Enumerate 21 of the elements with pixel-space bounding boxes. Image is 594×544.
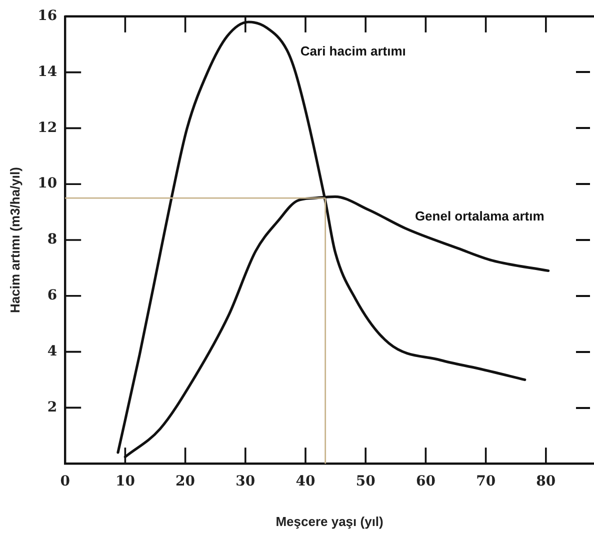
y-tick-label: 6: [47, 288, 58, 304]
y-tick-label: 14: [38, 64, 58, 80]
y-tick-label: 12: [38, 120, 58, 136]
y-tick-label: 4: [47, 343, 58, 360]
x-tick-label: 70: [476, 474, 496, 490]
x-tick-label: 10: [115, 474, 136, 490]
x-tick-label: 0: [60, 474, 70, 490]
y-axis-title: Hacim artımı (m3/ha/yıl): [7, 167, 22, 313]
x-tick-label: 50: [356, 474, 376, 490]
x-tick-label: 40: [296, 474, 316, 490]
x-tick-label: 20: [176, 474, 196, 490]
x-tick-label: 80: [536, 474, 556, 490]
series-label: Genel ortalama artım: [414, 208, 544, 224]
legend-label: Cari hacim artımı: [300, 44, 406, 59]
y-tick-label: 10: [38, 176, 58, 192]
x-tick-label: 60: [416, 474, 436, 490]
y-tick-label: 16: [38, 8, 58, 24]
x-tick-label: 30: [236, 474, 256, 490]
y-tick-label: 8: [47, 232, 58, 248]
y-tick-label: 2: [47, 399, 58, 416]
x-axis-title: Meşcere yaşı (yıl): [276, 514, 384, 529]
